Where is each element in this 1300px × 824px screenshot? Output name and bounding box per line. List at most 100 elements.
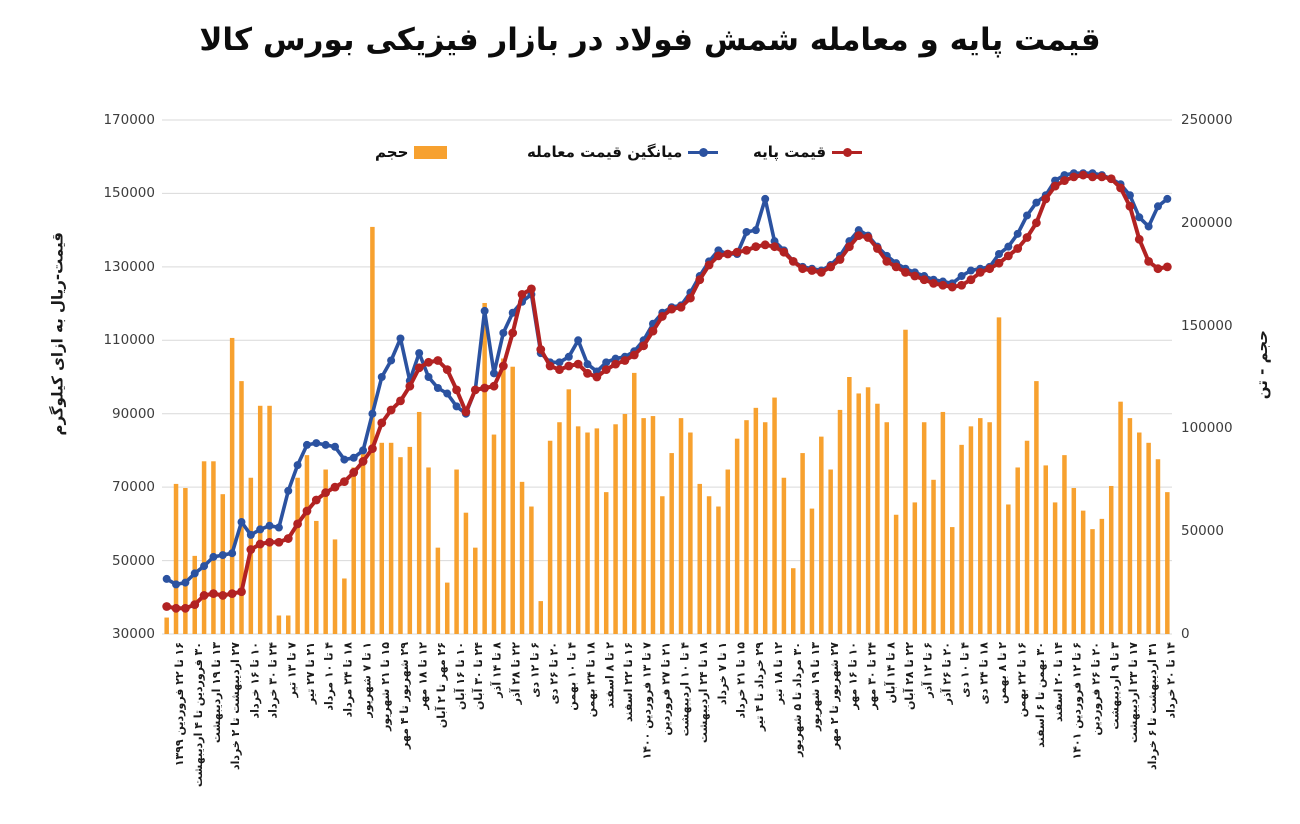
avg-price-point — [302, 440, 311, 449]
x-axis-label: ۳۰ بهمن تا ۶ اسفند — [1033, 642, 1047, 748]
base-price-point — [685, 293, 695, 303]
right-axis-tick-label: 0 — [1181, 626, 1190, 642]
avg-price-point — [957, 272, 966, 281]
base-price-point — [667, 304, 677, 314]
x-axis-label: ۲۷ اردیبهشت تا ۲ خرداد — [229, 642, 243, 771]
volume-bar — [622, 414, 628, 634]
x-axis-label: ۴ تا ۱۰ دی — [958, 642, 972, 698]
volume-bar — [286, 615, 291, 634]
volume-bar — [482, 302, 487, 634]
base-price-point — [901, 267, 910, 277]
volume-bar — [725, 469, 731, 634]
avg-price-point — [396, 334, 405, 343]
volume-bar — [912, 502, 918, 634]
volume-bar — [706, 496, 712, 634]
volume-bar — [332, 539, 338, 634]
x-axis-label: ۷ تا ۱۳ فروردین ۱۴۰۰ — [640, 642, 654, 760]
volume-bar — [360, 446, 366, 634]
volume-bar — [164, 617, 169, 634]
x-axis-label: ۲۹ خرداد تا ۴ تیر — [753, 642, 766, 732]
base-price-point — [629, 350, 639, 360]
x-axis-label: ۱۸ تا ۲۴ بهمن — [584, 642, 598, 718]
volume-bar — [454, 469, 459, 634]
avg-price-point — [966, 266, 975, 275]
volume-bar — [940, 411, 946, 634]
base-price-point — [433, 356, 443, 365]
base-price-point — [826, 262, 836, 272]
avg-price-point — [181, 578, 190, 587]
base-price-point — [171, 603, 181, 613]
x-axis-label: ۱۶ تا ۲۲ بهمن — [1014, 642, 1028, 718]
avg-price-point — [1153, 202, 1162, 211]
volume-bar — [435, 547, 441, 634]
avg-price-point — [1135, 213, 1144, 222]
right-axis-tick-label: 250000 — [1181, 112, 1233, 128]
base-price-point — [405, 381, 415, 391]
volume-bar — [800, 453, 805, 634]
base-price-point — [461, 407, 471, 417]
base-price-point — [545, 361, 555, 371]
left-axis-tick-label: 150000 — [103, 185, 155, 202]
volume-bar — [949, 527, 955, 634]
base-price-point — [274, 537, 284, 547]
volume-bar — [351, 467, 356, 634]
base-price-point — [695, 275, 705, 285]
legend-item-avg-price: میانگین قیمت معامله — [527, 141, 719, 163]
base-price-point — [966, 275, 976, 285]
volume-bar — [295, 477, 300, 634]
base-price-point — [779, 247, 789, 257]
volume-bar — [220, 494, 226, 634]
volume-bar — [566, 389, 572, 634]
base-price-point — [386, 405, 396, 415]
base-price-point — [555, 365, 564, 375]
volume-bar — [903, 329, 908, 634]
x-axis-label: ۳۰ فروردین تا ۴ اردیبهشت — [191, 642, 205, 788]
volume-bar — [959, 444, 964, 634]
x-axis-label: ۶ تا ۱۲ آذر — [921, 642, 935, 698]
base-price-point — [1069, 172, 1079, 182]
base-price-point — [835, 255, 845, 264]
x-axis-label: ۱۸ تا ۲۴ مرداد — [341, 642, 355, 718]
base-price-point — [424, 357, 433, 367]
legend-label-volume: حجم — [375, 143, 409, 161]
legend-item-base-price: قیمت پایه — [753, 141, 863, 163]
avg-price-point — [218, 551, 227, 560]
avg-price-point — [443, 389, 452, 398]
volume-bar — [697, 483, 702, 634]
volume-bar — [1118, 401, 1123, 634]
base-price-point — [601, 365, 611, 375]
x-axis-label: ۱۴ تا ۲۰ اسفند — [1052, 642, 1066, 722]
x-axis-label: ۱۰ تا ۱۶ آبان — [453, 642, 467, 711]
volume-bar — [426, 467, 431, 634]
volume-bar — [183, 488, 188, 634]
base-price-point — [929, 278, 938, 288]
x-axis-label: ۱۲ تا ۱۸ مهر — [416, 642, 430, 710]
avg-price-point — [489, 369, 498, 378]
x-axis-label: ۲۱ تا ۲۷ تیر — [304, 642, 318, 705]
volume-bar — [968, 426, 974, 634]
base-price-point — [377, 418, 387, 428]
base-price-point — [957, 280, 966, 290]
avg-price-point — [368, 409, 377, 418]
volume-bar — [1155, 459, 1161, 634]
base-price-point — [162, 602, 172, 611]
volume-bar — [791, 568, 796, 634]
volume-bar — [519, 481, 525, 634]
base-price-point — [199, 591, 209, 600]
base-price-point — [246, 545, 256, 554]
avg-price-point — [994, 250, 1003, 259]
x-axis-label: ۱۷ تا ۲۳ اردیبهشت — [1127, 642, 1141, 744]
base-price-point — [283, 534, 293, 543]
x-axis-label: ۶ تا ۱۲ دی — [528, 642, 542, 698]
volume-bar — [510, 366, 515, 634]
base-price-point — [1050, 181, 1060, 191]
volume-bar — [1062, 455, 1067, 634]
base-price-point — [480, 383, 490, 393]
volume-bar — [276, 615, 282, 634]
volume-swatch-icon — [414, 145, 448, 159]
base-price-point — [536, 345, 546, 354]
x-axis-label: ۱۲ تا ۱۸ تیر — [771, 642, 785, 705]
volume-bar — [978, 418, 983, 634]
base-price-point — [1125, 201, 1135, 211]
volume-bar — [557, 422, 562, 634]
